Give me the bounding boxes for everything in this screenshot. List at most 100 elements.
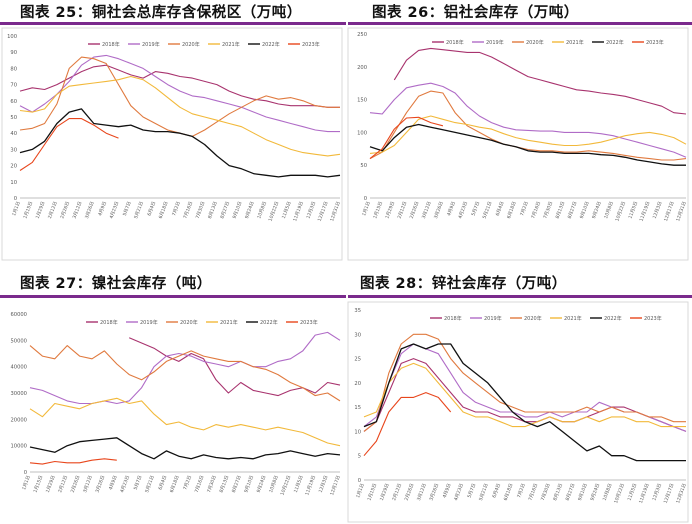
panel-zinc: 图表 28：锌社会库存（万吨） 0 5 10 15 20 25 30 35 1月1日 1月15日 1… (346, 264, 692, 524)
y-tick-label: 0 (364, 196, 367, 202)
y-tick-label: 20000 (10, 417, 27, 423)
legend-entry: 2019年 (140, 319, 158, 326)
y-tick-label: 10000 (10, 444, 27, 450)
series-line-2018 (393, 47, 687, 115)
x-tick-label: 12月3日 (318, 475, 330, 494)
legend-entry: 2020年 (526, 39, 544, 46)
x-tick-label: 11月19日 (639, 201, 652, 223)
y-tick-label: 70 (10, 83, 17, 89)
x-tick-label: 9月24日 (589, 483, 601, 502)
x-tick-label: 7月16日 (182, 201, 194, 220)
y-tick-label: 60 (10, 99, 17, 105)
series-line-2022 (29, 437, 341, 460)
x-tick-label: 12月17日 (663, 483, 676, 505)
legend-entry: 2022年 (260, 319, 278, 326)
x-tick-label: 10月8日 (268, 475, 280, 494)
x-tick-label: 3月12日 (421, 201, 433, 220)
x-tick-label: 6月4日 (495, 201, 506, 217)
x-tick-label: 9月24日 (591, 201, 603, 220)
x-tick-label: 7月30日 (542, 201, 554, 220)
x-tick-label: 7月16日 (527, 483, 539, 502)
x-tick-label: 1月29日 (379, 483, 391, 502)
series-line-2022 (363, 343, 686, 462)
chart-nickel: 0 10000 20000 30000 40000 50000 60000 1月1日 1月15日… (10, 312, 341, 497)
y-tick-label: 25 (354, 357, 361, 363)
x-tick-label: 7月2日 (182, 475, 193, 491)
y-tick-label: 20 (10, 164, 17, 170)
series-line-2018 (363, 358, 687, 432)
x-tick-label: 11月19日 (638, 483, 651, 505)
x-tick-label: 4月9日 (97, 201, 108, 217)
x-tick-label: 10月22日 (614, 201, 627, 223)
title-rule (0, 295, 346, 298)
x-tick-label: 2月12日 (47, 201, 59, 220)
chart-title: 图表 26：铝社会库存（万吨） (372, 5, 579, 21)
series-line-2023 (29, 458, 117, 465)
x-tick-label: 11月19日 (292, 201, 305, 223)
x-tick-label: 10月8日 (256, 201, 268, 220)
x-tick-label: 6月4日 (157, 475, 168, 491)
x-tick-label: 5月21日 (133, 201, 145, 220)
y-tick-label: 0 (358, 478, 361, 484)
x-tick-label: 3月12日 (416, 483, 428, 502)
legend-entry: 2018年 (102, 41, 120, 48)
series-line-2023 (363, 392, 452, 457)
x-tick-label: 3月26日 (433, 201, 445, 220)
x-tick-label: 1月15日 (32, 475, 44, 494)
y-tick-label: 200 (357, 65, 367, 71)
x-tick-label: 5月7日 (133, 475, 144, 491)
chart-frame (1, 27, 343, 261)
x-tick-label: 4月23日 (109, 201, 121, 220)
x-tick-label: 6月18日 (506, 201, 518, 220)
x-tick-label: 3月12日 (82, 475, 94, 494)
x-tick-label: 11月5日 (627, 201, 639, 220)
y-tick-label: 60000 (10, 312, 27, 318)
x-tick-label: 6月18日 (158, 201, 170, 220)
x-tick-label: 7月16日 (194, 475, 206, 494)
x-tick-label: 1月29日 (35, 201, 47, 220)
x-tick-label: 3月26日 (428, 483, 440, 502)
series-line-2022 (19, 108, 341, 178)
x-tick-label: 1月29日 (384, 201, 396, 220)
x-tick-label: 8月27日 (219, 201, 231, 220)
x-tick-label: 7月16日 (530, 201, 542, 220)
x-tick-label: 5月21日 (478, 483, 490, 502)
legend-entry: 2018年 (446, 39, 464, 46)
x-tick-label: 9月10日 (232, 201, 244, 220)
y-tick-label: 0 (14, 196, 17, 202)
x-tick-label: 8月13日 (555, 201, 567, 220)
x-tick-label: 2月26日 (404, 483, 416, 502)
series-line-2021 (19, 75, 341, 157)
x-tick-label: 1月15日 (372, 201, 384, 220)
x-tick-label: 5月7日 (122, 201, 133, 217)
x-tick-label: 11月5日 (293, 475, 305, 494)
chart-title: 图表 25：铜社会总库存含保税区（万吨） (20, 5, 302, 21)
legend-entry: 2021年 (222, 41, 240, 48)
x-tick-label: 4月9日 (446, 201, 457, 217)
series-line-2020 (369, 90, 687, 161)
x-tick-label: 1月29日 (45, 475, 57, 494)
x-tick-label: 6月18日 (169, 475, 181, 494)
series-line-2023 (19, 118, 119, 171)
legend-entry: 2020年 (182, 41, 200, 48)
title-rule (348, 295, 692, 298)
series-line-2019 (369, 82, 687, 158)
legend-entry: 2023年 (302, 41, 320, 48)
x-tick-label: 8月13日 (552, 483, 564, 502)
x-tick-label: 12月3日 (651, 483, 663, 502)
legend-entry: 2020年 (524, 315, 542, 322)
title-rule (0, 22, 346, 25)
x-tick-label: 2月12日 (397, 201, 409, 220)
y-tick-label: 150 (357, 98, 367, 104)
x-tick-label: 1月1日 (11, 201, 22, 217)
y-tick-label: 20 (354, 381, 361, 387)
legend-entry: 2018年 (100, 319, 118, 326)
x-tick-label: 10月22日 (279, 475, 292, 497)
legend-entry: 2018年 (444, 315, 462, 322)
x-tick-label: 12月31日 (329, 201, 342, 223)
y-tick-label: 10 (354, 429, 361, 435)
legend-entry: 2023年 (644, 315, 662, 322)
x-tick-label: 4月23日 (453, 483, 465, 502)
x-tick-label: 11月5日 (627, 483, 639, 502)
x-tick-label: 7月2日 (519, 201, 530, 217)
